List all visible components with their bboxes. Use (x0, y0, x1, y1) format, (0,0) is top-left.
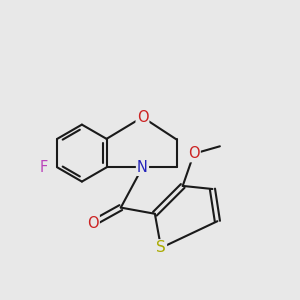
Text: O: O (87, 216, 99, 231)
Text: S: S (156, 240, 166, 255)
Text: N: N (137, 160, 148, 175)
Text: O: O (188, 146, 200, 161)
Text: F: F (40, 160, 48, 175)
Text: O: O (137, 110, 148, 125)
